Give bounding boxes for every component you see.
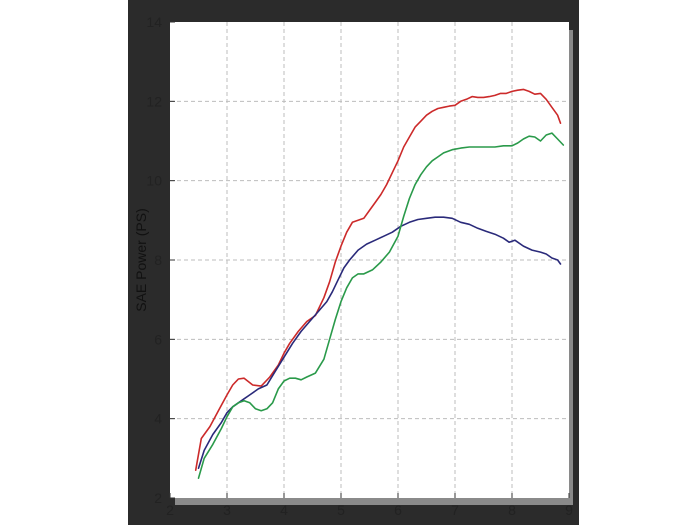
x-tick-label: 7: [451, 502, 459, 518]
y-tick-label: 8: [154, 252, 162, 268]
x-tick-label: 5: [337, 502, 345, 518]
x-tick-label: 4: [280, 502, 288, 518]
series-line-2: [197, 216, 562, 470]
y-tick-labels: 2 4 6 8 10 12 14: [146, 14, 175, 506]
x-tick-label: 8: [508, 502, 516, 518]
y-tick-label: 2: [154, 490, 162, 506]
y-axis-title: SAE Power (PS): [133, 208, 149, 311]
y-tick-label: 4: [154, 411, 162, 427]
x-tick-label: 2: [166, 502, 174, 518]
series-line-3: [197, 132, 565, 480]
x-tick-labels: 2 3 4 5 6 7 8 9: [166, 493, 573, 518]
y-tick-label: 10: [146, 173, 162, 189]
y-tick-label: 12: [146, 93, 162, 109]
y-tick-label: 6: [154, 331, 162, 347]
grid: [170, 22, 569, 498]
series-layer: [194, 88, 565, 480]
x-tick-label: 6: [394, 502, 402, 518]
y-tick-label: 14: [146, 14, 162, 30]
x-tick-label: 9: [565, 502, 573, 518]
x-tick-label: 3: [223, 502, 231, 518]
series-line-1: [194, 88, 562, 472]
